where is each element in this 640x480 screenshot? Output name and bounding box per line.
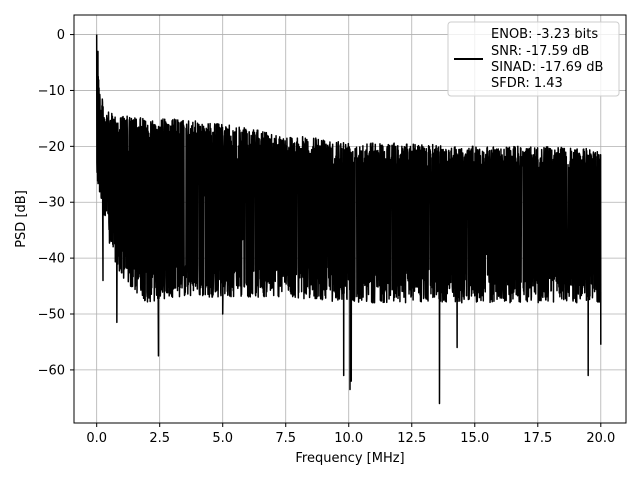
ticks: 0.0 2.5 5.0 7.5 10.0 12.5 15.0 17.5 20.0 0 −10 −20 −… xyxy=(38,28,616,446)
legend-enob: ENOB: -3.23 bits xyxy=(491,27,598,42)
x-tick-label: 12.5 xyxy=(397,431,426,446)
x-tick-label: 17.5 xyxy=(523,431,552,446)
legend-sfdr: SFDR: 1.43 xyxy=(491,76,563,91)
x-tick-label: 15.0 xyxy=(460,431,489,446)
legend-sinad: SINAD: -17.69 dB xyxy=(491,60,603,75)
legend: ENOB: -3.23 bits SNR: -17.59 dB SINAD: -… xyxy=(447,21,620,97)
x-tick-label: 5.0 xyxy=(212,431,233,446)
series-layer xyxy=(95,34,602,405)
y-tick-label: −60 xyxy=(38,363,65,378)
y-tick-label: −20 xyxy=(38,140,65,155)
y-tick-label: −30 xyxy=(38,196,65,211)
y-tick-label: −50 xyxy=(38,308,65,323)
x-tick-label: 0.0 xyxy=(86,431,107,446)
psd-series-line xyxy=(95,34,602,405)
legend-snr: SNR: -17.59 dB xyxy=(491,44,589,59)
y-tick-label: −40 xyxy=(38,252,65,267)
y-axis-label: PSD [dB] xyxy=(14,190,29,248)
y-tick-label: −10 xyxy=(38,84,65,99)
y-tick-label: 0 xyxy=(57,28,65,43)
legend-box xyxy=(447,21,620,97)
x-tick-label: 7.5 xyxy=(275,431,296,446)
x-tick-label: 20.0 xyxy=(586,431,615,446)
x-tick-label: 2.5 xyxy=(149,431,170,446)
x-tick-label: 10.0 xyxy=(334,431,363,446)
plot-frame xyxy=(73,14,627,424)
x-axis-label: Frequency [MHz] xyxy=(295,451,404,466)
